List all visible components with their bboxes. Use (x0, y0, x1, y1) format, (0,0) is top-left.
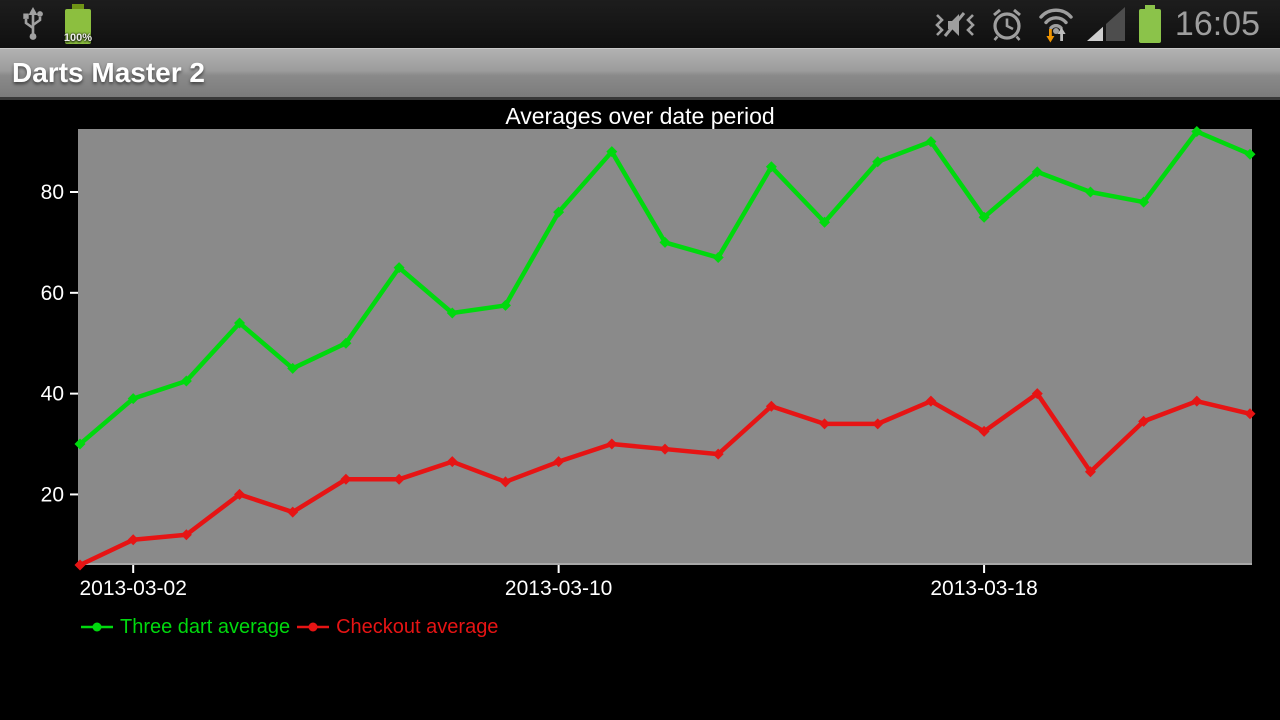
data-point (1191, 126, 1203, 138)
data-point (819, 216, 831, 228)
data-point (1031, 166, 1043, 178)
data-point (446, 307, 458, 319)
data-point (1031, 388, 1043, 400)
legend-item-three-dart-average: Three dart average (80, 616, 290, 639)
battery-icon (1138, 5, 1161, 43)
data-point (127, 393, 139, 405)
data-point (819, 418, 831, 430)
status-bar-right: 16:05 (933, 0, 1280, 48)
legend-line-marker-icon (297, 622, 330, 632)
usb-icon (23, 7, 43, 40)
data-point (499, 299, 511, 311)
legend-label: Three dart average (120, 615, 291, 638)
data-point (712, 448, 724, 460)
data-point (127, 534, 139, 546)
alarm-clock-icon (992, 8, 1021, 41)
battery-icon: 100% (62, 4, 94, 44)
data-point (1244, 408, 1256, 420)
data-point (553, 456, 565, 468)
app-bar: Darts Master 2 (0, 48, 1280, 100)
data-point (446, 456, 458, 468)
data-point (978, 211, 990, 223)
wifi-sync-icon (1039, 8, 1073, 43)
battery-percent-label: 100% (63, 32, 93, 44)
data-point (1084, 186, 1096, 198)
status-bar[interactable]: 100% (0, 0, 1280, 48)
legend-item-checkout-average: Checkout average (296, 616, 498, 639)
legend-label: Checkout average (336, 615, 499, 638)
chart-title: Averages over date period (505, 103, 775, 129)
data-point (393, 473, 405, 485)
data-point (606, 146, 618, 158)
data-point (553, 206, 565, 218)
data-point (180, 529, 192, 541)
data-point (1138, 196, 1150, 208)
signal-strength-icon (1086, 7, 1125, 41)
data-point (340, 473, 352, 485)
status-bar-left: 100% (0, 4, 94, 44)
y-axis-label: 80 (41, 181, 64, 204)
data-point (925, 395, 937, 407)
data-point (659, 443, 671, 455)
data-point (287, 506, 299, 518)
data-point (978, 425, 990, 437)
data-point (393, 262, 405, 274)
clock: 16:05 (1174, 5, 1260, 43)
data-point (1244, 148, 1256, 160)
x-axis-label: 2013-03-18 (930, 577, 1037, 600)
x-axis-label: 2013-03-02 (79, 577, 186, 600)
download-arrow-icon (1048, 29, 1052, 37)
vibrate-icon (935, 12, 975, 37)
plot-area[interactable] (78, 129, 1252, 565)
data-point (765, 400, 777, 412)
data-point (925, 136, 937, 148)
data-point (1191, 395, 1203, 407)
data-point (499, 476, 511, 488)
data-point (234, 488, 246, 500)
data-point (74, 559, 86, 571)
data-point (180, 375, 192, 387)
data-point (74, 438, 86, 450)
y-axis-label: 40 (41, 383, 64, 406)
y-axis-label: 60 (41, 282, 64, 305)
data-point (1084, 466, 1096, 478)
legend-line-marker-icon (81, 622, 113, 632)
x-axis-label: 2013-03-10 (505, 577, 612, 600)
data-point (872, 418, 884, 430)
data-point (287, 362, 299, 374)
upload-arrow-icon (1060, 33, 1063, 41)
chart-legend: Three dart average Checkout average (80, 612, 498, 642)
data-point (872, 156, 884, 168)
app-title: Darts Master 2 (12, 57, 205, 88)
data-point (340, 337, 352, 349)
data-point (606, 438, 618, 450)
data-point (712, 252, 724, 264)
data-point (1138, 415, 1150, 427)
battery-body-icon (65, 4, 91, 44)
y-axis-label: 20 (41, 483, 64, 506)
data-point (234, 317, 246, 329)
data-point (659, 236, 671, 248)
data-point (765, 161, 777, 173)
